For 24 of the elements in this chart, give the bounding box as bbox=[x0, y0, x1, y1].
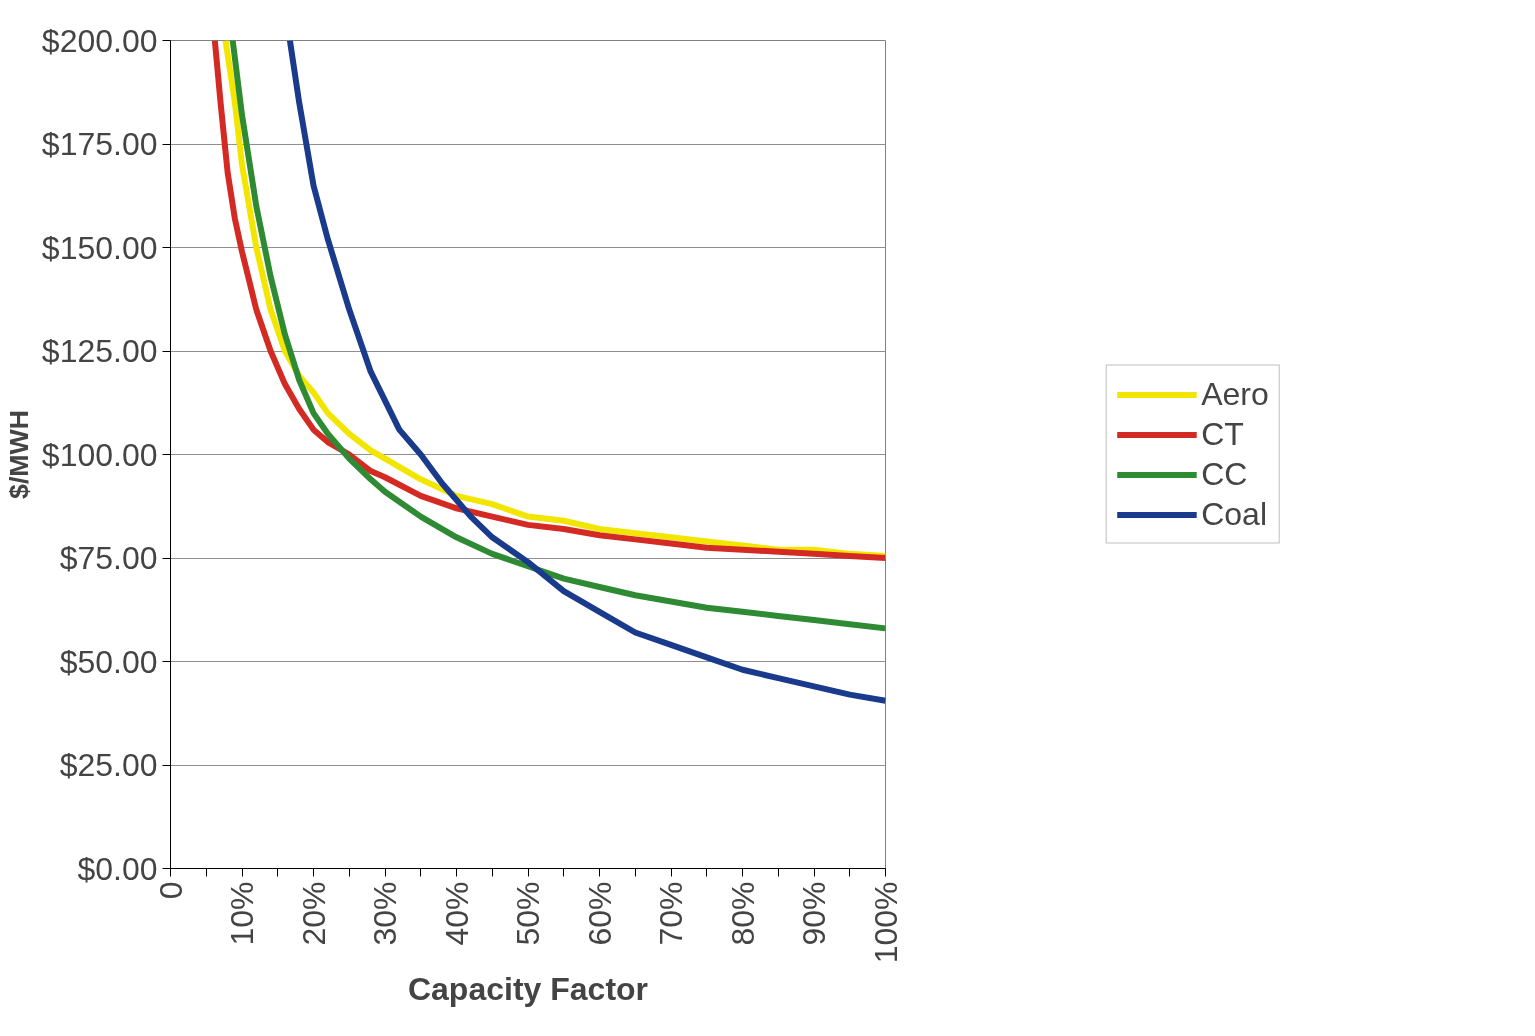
x-axis-title: Capacity Factor bbox=[407, 971, 649, 1008]
x-tick-label: 30% bbox=[367, 881, 403, 946]
x-tick-label: 10% bbox=[224, 881, 260, 946]
x-tick-label: 90% bbox=[796, 881, 832, 946]
y-tick-label: $25.00 bbox=[59, 747, 158, 783]
y-tick-label: $75.00 bbox=[59, 540, 158, 576]
y-tick-label: $50.00 bbox=[59, 643, 158, 680]
legend-label: CT bbox=[1201, 415, 1244, 453]
legend-label: Aero bbox=[1201, 375, 1269, 413]
y-tick-label: $100.00 bbox=[41, 436, 158, 473]
x-tick-label: 70% bbox=[653, 881, 689, 946]
x-tick-label: 20% bbox=[295, 881, 332, 946]
y-axis-title: $/MWH bbox=[3, 410, 34, 499]
x-tick-label: 100% bbox=[867, 881, 904, 964]
y-tick-label: $175.00 bbox=[41, 126, 158, 162]
y-tick-label: $150.00 bbox=[41, 229, 158, 266]
x-tick-label: 40% bbox=[438, 881, 475, 946]
legend-label: CC bbox=[1201, 455, 1248, 493]
x-tick-label: 80% bbox=[724, 881, 761, 946]
x-tick-label: 50% bbox=[510, 881, 546, 946]
legend-label: Coal bbox=[1201, 495, 1268, 533]
x-tick-label: 60% bbox=[581, 881, 618, 946]
y-tick-label: $125.00 bbox=[41, 333, 158, 369]
y-tick-label: $200.00 bbox=[41, 22, 158, 59]
